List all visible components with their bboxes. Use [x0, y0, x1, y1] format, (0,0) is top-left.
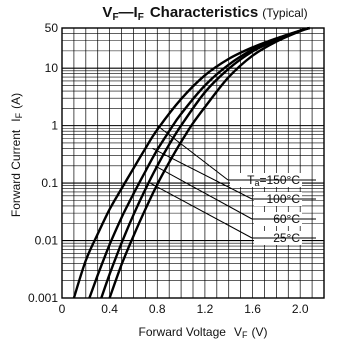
- x-axis-unit: (V): [251, 325, 267, 339]
- x-axis-label-text: Forward Voltage: [139, 325, 227, 339]
- x-tick-label: 0.4: [101, 302, 118, 316]
- y-axis-label-text: Forward Current: [9, 129, 23, 217]
- ta-value: 150°C: [267, 173, 301, 187]
- curves: [72, 26, 311, 299]
- chart-title: VF—IF Characteristics (Typical): [102, 4, 307, 23]
- y-tick-label: 10: [45, 61, 59, 75]
- curve-label-150c: Ta=150°C: [247, 173, 300, 188]
- x-tick-label: 2.0: [292, 302, 309, 316]
- title-rest: Characteristics: [150, 4, 258, 21]
- x-tick-label: 0.8: [149, 302, 166, 316]
- title-typical: (Typical): [262, 6, 307, 20]
- title-i-sub: F: [138, 12, 144, 23]
- series-curve-25c: [108, 26, 311, 299]
- leader-line: [149, 182, 253, 239]
- curve-labels: Ta=150°C 100°C 60°C 25°C: [149, 125, 316, 245]
- plot-frame: [61, 27, 325, 299]
- y-tick-label: 0.01: [35, 234, 59, 248]
- ta-symbol: T: [247, 173, 255, 187]
- title-i: I: [134, 4, 138, 21]
- ta-equals: =: [259, 173, 266, 187]
- x-tick-label: 1.2: [197, 302, 214, 316]
- y-tick-label: 50: [45, 21, 59, 35]
- ta-subscript: a: [254, 178, 259, 188]
- y-axis-label: Forward Current IF (A): [9, 93, 24, 217]
- leader-line: [154, 165, 253, 220]
- y-axis-unit: (A): [9, 93, 23, 109]
- leader-line: [156, 125, 229, 181]
- curve-label-60c: 60°C: [273, 212, 300, 226]
- x-tick-label: 0: [59, 302, 66, 316]
- x-axis-var-sub: F: [242, 330, 248, 340]
- y-tick-label: 1: [51, 119, 58, 133]
- tick-labels: 0 0.4 0.8 1.2 1.6 2.0 0.001 0.01 0.1 1 10 50: [28, 21, 309, 316]
- leader-line: [152, 148, 253, 200]
- title-dash: —: [119, 4, 134, 21]
- x-tick-label: 1.6: [244, 302, 261, 316]
- grid: [62, 28, 324, 298]
- y-tick-label: 0.1: [41, 176, 58, 190]
- y-axis-var: I: [9, 118, 23, 121]
- y-tick-label: 0.001: [28, 291, 58, 305]
- curve-label-25c: 25°C: [273, 231, 300, 245]
- title-v: V: [102, 4, 112, 21]
- x-axis-var: V: [234, 325, 242, 339]
- x-axis-label: Forward Voltage VF (V): [139, 325, 268, 340]
- curve-label-100c: 100°C: [267, 192, 301, 206]
- y-axis-var-sub: F: [14, 112, 24, 118]
- series-curve-60c: [100, 26, 310, 299]
- title-v-sub: F: [112, 12, 118, 23]
